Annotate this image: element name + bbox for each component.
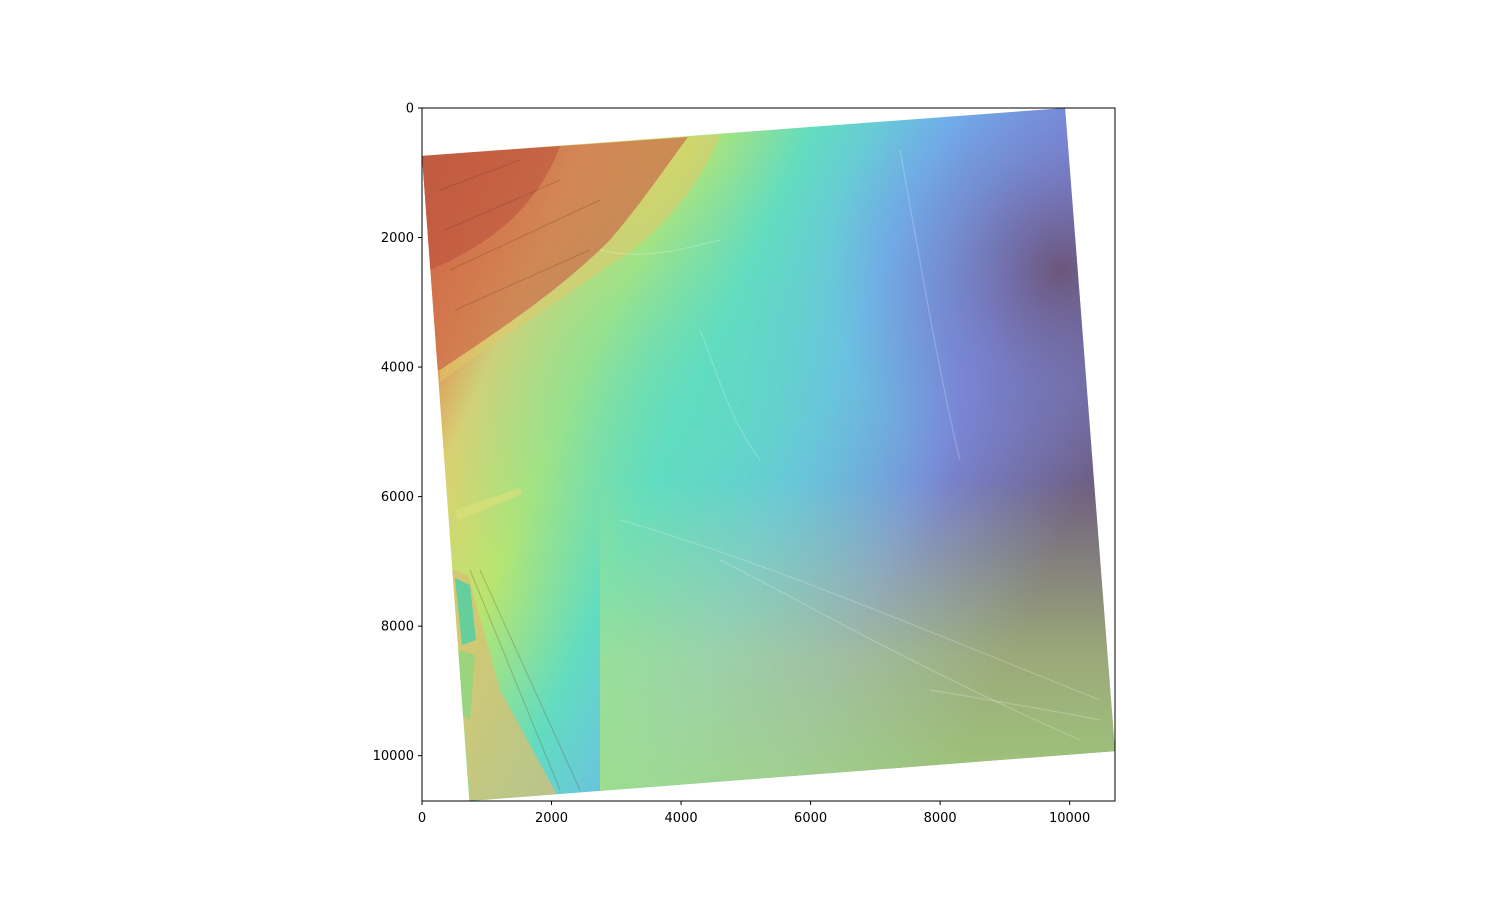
x-tick-label: 2000	[535, 811, 568, 826]
axes-frame	[421, 107, 1116, 802]
y-tick-label: 10000	[373, 749, 414, 764]
y-axis: 0 2000 4000 6000 8000 10000	[373, 102, 422, 764]
elevation-raster	[422, 108, 1115, 801]
x-axis: 0 2000 4000 6000 8000 10000	[418, 801, 1090, 826]
x-tick-label: 6000	[794, 811, 827, 826]
y-tick-label: 4000	[381, 361, 414, 376]
y-tick-label: 6000	[381, 490, 414, 505]
y-tick-label: 2000	[381, 231, 414, 246]
y-tick-label: 8000	[381, 620, 414, 635]
y-tick-label: 0	[406, 102, 414, 117]
x-tick-label: 0	[418, 811, 426, 826]
x-tick-label: 4000	[665, 811, 698, 826]
river-valley	[452, 570, 560, 800]
x-tick-label: 10000	[1049, 811, 1090, 826]
x-tick-label: 8000	[924, 811, 957, 826]
